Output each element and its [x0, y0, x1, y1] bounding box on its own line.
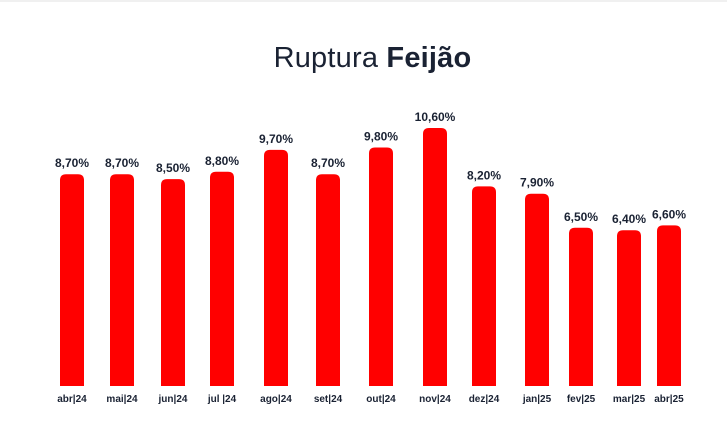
category-labels-group: abr|24 mai|24 jun|24 jul |24 ago|24 set|24 out… — [57, 394, 684, 405]
category-label: nov|24 — [419, 394, 451, 405]
value-label: 8,50% — [156, 161, 190, 175]
bar-dez24 — [472, 186, 496, 386]
bars-group — [60, 128, 681, 386]
value-label: 9,70% — [259, 132, 293, 146]
bar-abr25 — [657, 225, 681, 386]
category-label: jun|24 — [158, 394, 188, 405]
bar-nov24 — [423, 128, 447, 386]
category-label: dez|24 — [469, 394, 500, 405]
value-label: 7,90% — [520, 176, 554, 190]
bar-mar25 — [617, 230, 641, 386]
value-labels-group: 8,70% 8,70% 8,50% 8,80% 9,70% 8,70% 9,80% 10,60… — [55, 110, 686, 226]
chart-title-prefix: Ruptura — [273, 42, 379, 74]
value-label: 6,50% — [564, 210, 598, 224]
value-label: 10,60% — [415, 110, 456, 124]
category-label: mar|25 — [613, 394, 646, 405]
category-label: abr|25 — [654, 394, 684, 405]
bar-abr24 — [60, 174, 84, 386]
chart-title-emphasis: Feijão — [386, 42, 472, 74]
category-label: jan|25 — [522, 394, 552, 405]
value-label: 8,80% — [205, 154, 239, 168]
value-label: 8,20% — [467, 168, 501, 182]
category-label: abr|24 — [57, 394, 87, 405]
value-label: 8,70% — [311, 156, 345, 170]
value-label: 6,60% — [652, 207, 686, 221]
value-label: 9,80% — [364, 129, 398, 143]
bar-jul24 — [210, 171, 234, 386]
category-label: fev|25 — [567, 394, 596, 405]
bar-set24 — [316, 174, 340, 386]
category-label: jul |24 — [207, 394, 237, 405]
bar-ago24 — [264, 149, 288, 386]
bar-jan25 — [525, 193, 549, 386]
category-label: set|24 — [314, 394, 343, 405]
category-label: ago|24 — [260, 394, 292, 405]
bar-fev25 — [569, 227, 593, 386]
chart-title: Ruptura Feijão — [0, 44, 727, 73]
bar-mai24 — [110, 174, 134, 386]
bar-jun24 — [161, 179, 185, 386]
bar-out24 — [369, 147, 393, 386]
category-label: mai|24 — [106, 394, 138, 405]
value-label: 8,70% — [105, 156, 139, 170]
category-label: out|24 — [366, 394, 396, 405]
value-label: 8,70% — [55, 156, 89, 170]
value-label: 6,40% — [612, 212, 646, 226]
